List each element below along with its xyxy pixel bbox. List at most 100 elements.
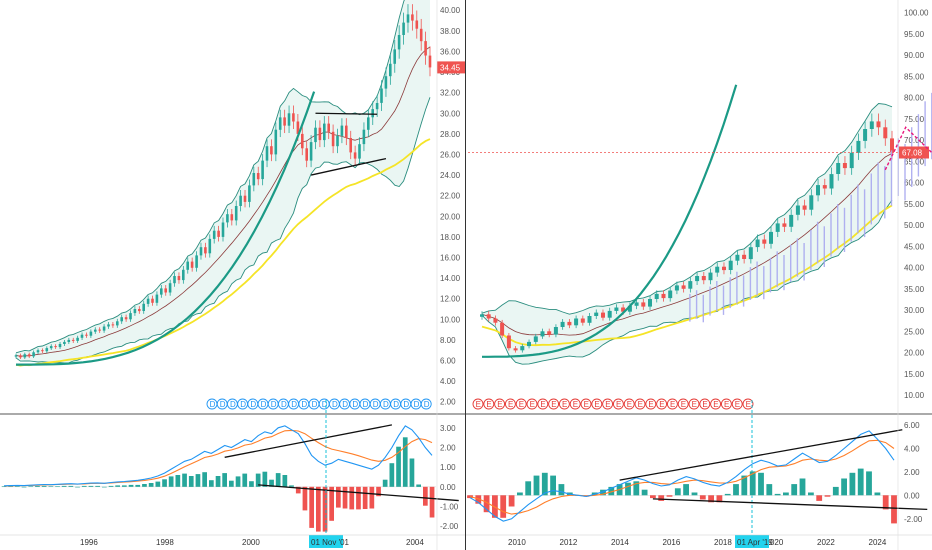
histogram-bar bbox=[558, 484, 565, 496]
candle-body bbox=[146, 298, 150, 304]
event-marker-label: E bbox=[594, 400, 599, 409]
histogram-bar bbox=[175, 475, 181, 487]
candle-body bbox=[627, 305, 632, 312]
histogram-bar bbox=[866, 471, 872, 496]
histogram-bar bbox=[633, 481, 640, 496]
event-marker-icon bbox=[569, 398, 581, 410]
candle-body bbox=[397, 35, 401, 50]
candle-body bbox=[836, 163, 841, 174]
x-tick-label: 2004 bbox=[406, 538, 424, 547]
candle-body bbox=[353, 152, 357, 159]
histogram-bar bbox=[857, 468, 864, 496]
candle-body bbox=[415, 20, 419, 29]
candle-body bbox=[283, 117, 286, 126]
histogram-bar bbox=[824, 495, 831, 497]
histogram-bar bbox=[336, 486, 341, 508]
event-marker-label: E bbox=[584, 400, 589, 409]
candle-body bbox=[393, 49, 396, 64]
event-marker-icon bbox=[710, 398, 722, 410]
event-marker-label: D bbox=[281, 400, 287, 409]
event-marker-label: D bbox=[301, 400, 307, 409]
histogram-bar bbox=[416, 484, 421, 487]
candle-body bbox=[80, 334, 84, 338]
candle-body bbox=[340, 125, 344, 136]
candle-body bbox=[292, 113, 295, 122]
histogram-bar bbox=[650, 495, 656, 499]
candle-body bbox=[789, 214, 794, 227]
trendline-triangle-lower bbox=[310, 157, 387, 176]
candle-body bbox=[775, 223, 780, 232]
candle-body bbox=[802, 205, 807, 210]
event-marker-label: D bbox=[373, 400, 379, 409]
candle-body bbox=[23, 354, 27, 358]
candle-body bbox=[124, 317, 128, 320]
candle-body bbox=[314, 127, 317, 143]
parabolic-arc-line bbox=[16, 91, 316, 366]
right-macd-panel[interactable]: 6.00 4.00 2.00 0.00 -2.00 bbox=[467, 421, 928, 524]
candle-body bbox=[76, 337, 79, 341]
candle-body bbox=[842, 163, 847, 169]
candle-body bbox=[274, 129, 278, 155]
event-marker-label: D bbox=[220, 400, 226, 409]
event-marker-icon bbox=[742, 398, 754, 410]
candle-body bbox=[648, 299, 652, 307]
candle-body bbox=[574, 318, 579, 326]
candle-body bbox=[107, 324, 110, 327]
histogram-bar bbox=[429, 486, 435, 518]
candle-body bbox=[506, 335, 511, 349]
candle-body bbox=[278, 117, 282, 130]
event-marker-label: D bbox=[383, 400, 389, 409]
candle-body bbox=[728, 260, 733, 270]
candle-body bbox=[513, 348, 518, 351]
candle-body bbox=[186, 261, 189, 270]
event-marker-label: E bbox=[702, 400, 707, 409]
candle-body bbox=[533, 336, 538, 342]
histogram-bar bbox=[724, 493, 731, 496]
candle-body bbox=[230, 214, 234, 221]
y-tick-label: 30.00 bbox=[440, 109, 461, 118]
histogram-bar bbox=[658, 495, 665, 501]
candle-body bbox=[270, 146, 273, 155]
histogram-bar bbox=[102, 486, 107, 488]
event-marker-label: D bbox=[393, 400, 399, 409]
candle-body bbox=[58, 344, 62, 348]
candle-body bbox=[120, 317, 123, 322]
candle-body bbox=[323, 123, 326, 141]
x-tick-label: 2018 bbox=[714, 538, 732, 547]
candle-body bbox=[708, 272, 713, 281]
histogram-bar bbox=[816, 495, 823, 501]
histogram-bar bbox=[289, 485, 294, 487]
event-marker-icon bbox=[483, 398, 495, 410]
candle-body bbox=[621, 307, 626, 312]
histogram-bar bbox=[500, 495, 507, 518]
histogram-bar bbox=[202, 472, 207, 487]
histogram-bar bbox=[783, 492, 789, 496]
candle-body bbox=[168, 283, 172, 293]
histogram-bar bbox=[342, 486, 348, 509]
histogram-bar bbox=[362, 486, 368, 509]
right-price-panel[interactable]: 10.00 15.00 20.00 25.00 30.00 35.00 40.00 45.00… bbox=[468, 9, 932, 548]
y-tick-label: 15.00 bbox=[904, 370, 925, 379]
left-macd-panel[interactable]: 3.00 2.00 1.00 0.00 -1.00 -2.00 1996 1998 2000 20… bbox=[1, 400, 459, 548]
candle-body bbox=[45, 348, 49, 352]
histogram-bar bbox=[369, 486, 375, 509]
histogram-bar bbox=[382, 479, 388, 487]
y-tick-label: 3.00 bbox=[440, 424, 456, 433]
candle-body bbox=[160, 288, 163, 295]
candle-body bbox=[358, 144, 361, 159]
left-price-panel[interactable]: 2.00 4.00 6.00 8.00 10.00 12.00 14.00 16.00 18.0… bbox=[14, 0, 465, 410]
event-marker-label: D bbox=[322, 400, 328, 409]
y-tick-label: 16.00 bbox=[440, 254, 461, 263]
candle-body bbox=[634, 302, 639, 306]
cursor-date-label: 01 Apr '19 bbox=[737, 538, 773, 547]
event-marker-icon bbox=[612, 398, 624, 410]
candle-body bbox=[876, 121, 881, 128]
candle-body bbox=[601, 312, 605, 318]
histogram-bar bbox=[135, 484, 141, 487]
candle-body bbox=[748, 247, 753, 260]
candle-body bbox=[769, 231, 773, 244]
candle-body bbox=[221, 222, 225, 237]
histogram-bar bbox=[841, 478, 847, 496]
histogram-bar bbox=[1, 486, 7, 487]
event-marker-icon bbox=[645, 398, 657, 410]
